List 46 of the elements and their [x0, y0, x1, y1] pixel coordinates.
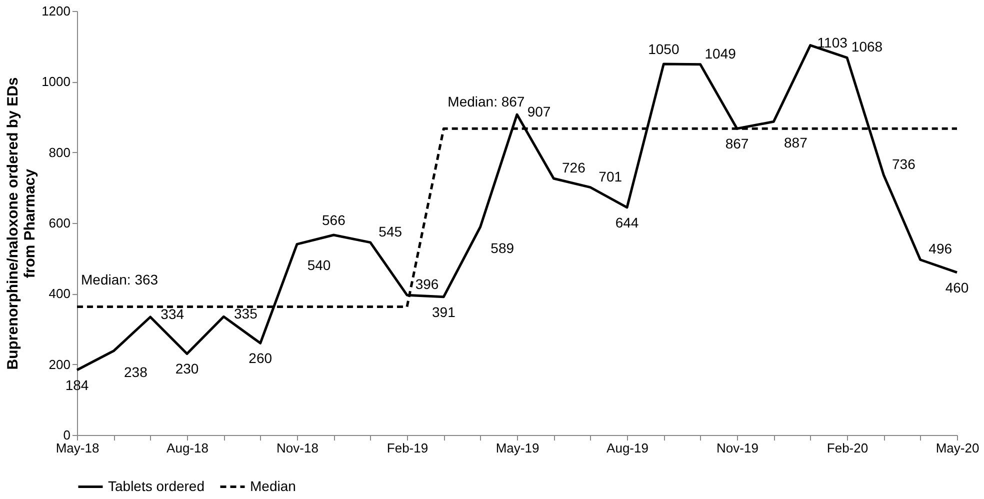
- data-label: 887: [784, 134, 808, 151]
- data-label: 1050: [648, 41, 680, 57]
- y-tick-label: 1000: [42, 74, 70, 90]
- data-label: 867: [725, 136, 749, 152]
- y-axis-title: Buprenorphine/naloxone ordered by EDs from Pharmacy: [4, 77, 39, 370]
- data-label: 396: [415, 276, 439, 292]
- x-tick-label: May-19: [496, 440, 540, 456]
- data-label: 1068: [851, 38, 883, 55]
- x-tick-label: Feb-19: [386, 440, 428, 456]
- data-label: 1103: [817, 34, 848, 50]
- data-label: 230: [175, 360, 199, 377]
- annotation: Median: 363: [81, 272, 158, 288]
- y-tick-label: 1200: [42, 4, 70, 18]
- x-tick-label: May-18: [56, 440, 100, 456]
- x-tick-label: Nov-19: [716, 440, 758, 456]
- y-tick-label: 400: [48, 286, 70, 302]
- x-tick-label: Feb-20: [826, 440, 868, 456]
- data-label: 566: [322, 212, 346, 228]
- data-label: 644: [615, 214, 639, 230]
- data-label: 460: [945, 279, 969, 296]
- x-tick-label: Nov-18: [276, 440, 318, 456]
- data-label: 1049: [704, 45, 736, 62]
- legend-label: Tablets ordered: [108, 478, 205, 494]
- legend-label: Median: [250, 478, 296, 494]
- data-label: 545: [378, 223, 402, 240]
- data-label: 726: [562, 159, 586, 176]
- x-tick-label: Aug-18: [166, 440, 208, 456]
- x-tick-label: May-20: [936, 440, 980, 456]
- data-label: 496: [928, 240, 952, 257]
- y-tick-label: 600: [48, 216, 70, 230]
- y-tick-label: 800: [48, 144, 70, 160]
- data-label: 335: [234, 306, 258, 322]
- data-label: 184: [65, 376, 89, 393]
- y-tick-label: 200: [48, 356, 70, 372]
- data-label: 260: [248, 350, 272, 366]
- annotation: Median: 867: [448, 94, 525, 110]
- y-tick-label: 0: [63, 428, 70, 442]
- x-tick-label: Aug-19: [606, 440, 648, 456]
- data-label: 334: [160, 306, 184, 322]
- data-label: 589: [490, 240, 514, 256]
- data-label: 907: [527, 104, 551, 120]
- data-label: 238: [124, 364, 148, 380]
- data-label: 391: [432, 304, 456, 320]
- data-label: 540: [307, 257, 331, 274]
- data-label: 701: [598, 168, 622, 184]
- data-label: 736: [892, 156, 916, 172]
